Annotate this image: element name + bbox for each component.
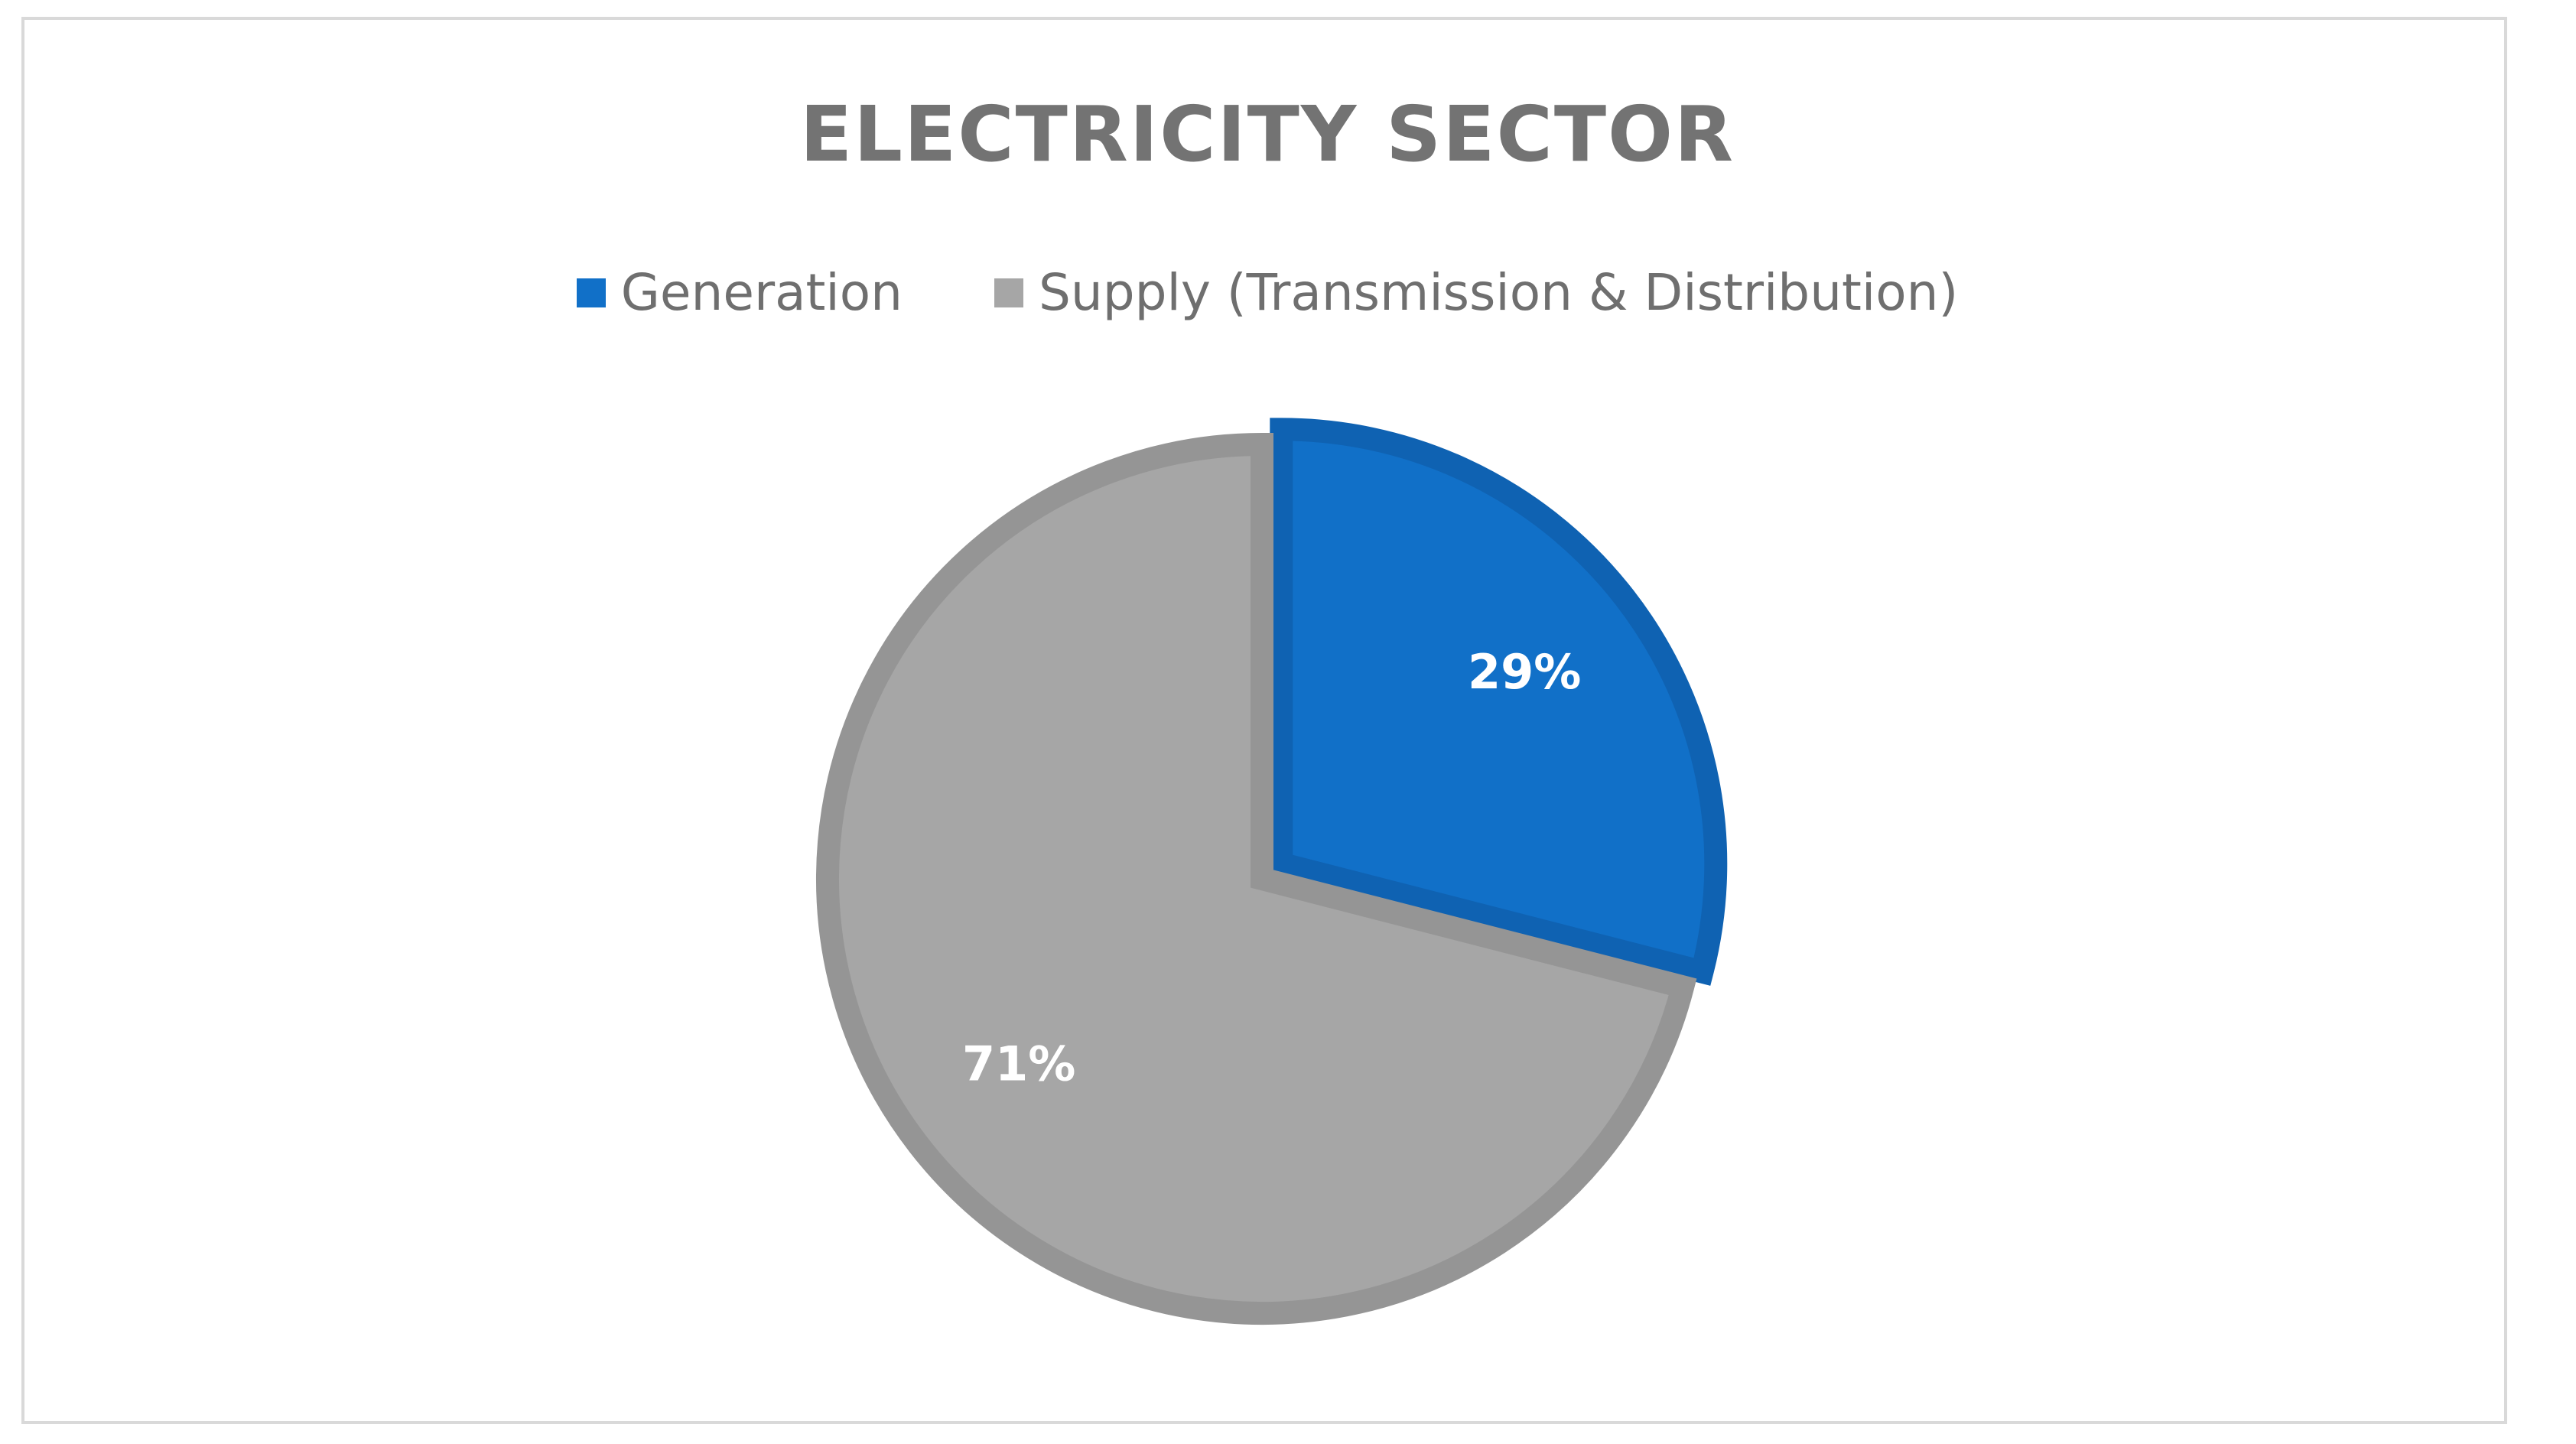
data-label-generation: 29% [1468, 644, 1581, 700]
pie-slice-supply[interactable] [816, 432, 1697, 1325]
pie-slice-generation[interactable] [1270, 418, 1728, 986]
chart-legend: Generation Supply (Transmission & Distri… [24, 263, 2510, 322]
chart-container: ELECTRICITY SECTOR Generation Supply (Tr… [21, 17, 2507, 1424]
chart-title: ELECTRICITY SECTOR [799, 89, 1735, 179]
legend-swatch-generation [576, 278, 606, 307]
legend-label-supply: Supply (Transmission & Distribution) [1038, 263, 1959, 322]
legend-item-generation[interactable]: Generation [576, 263, 903, 322]
legend-label-generation: Generation [620, 263, 903, 322]
data-label-supply: 71% [962, 1036, 1075, 1092]
pie-chart: 29% 71% [816, 418, 1728, 1325]
legend-item-supply[interactable]: Supply (Transmission & Distribution) [994, 263, 1958, 322]
legend-swatch-supply [994, 278, 1023, 307]
